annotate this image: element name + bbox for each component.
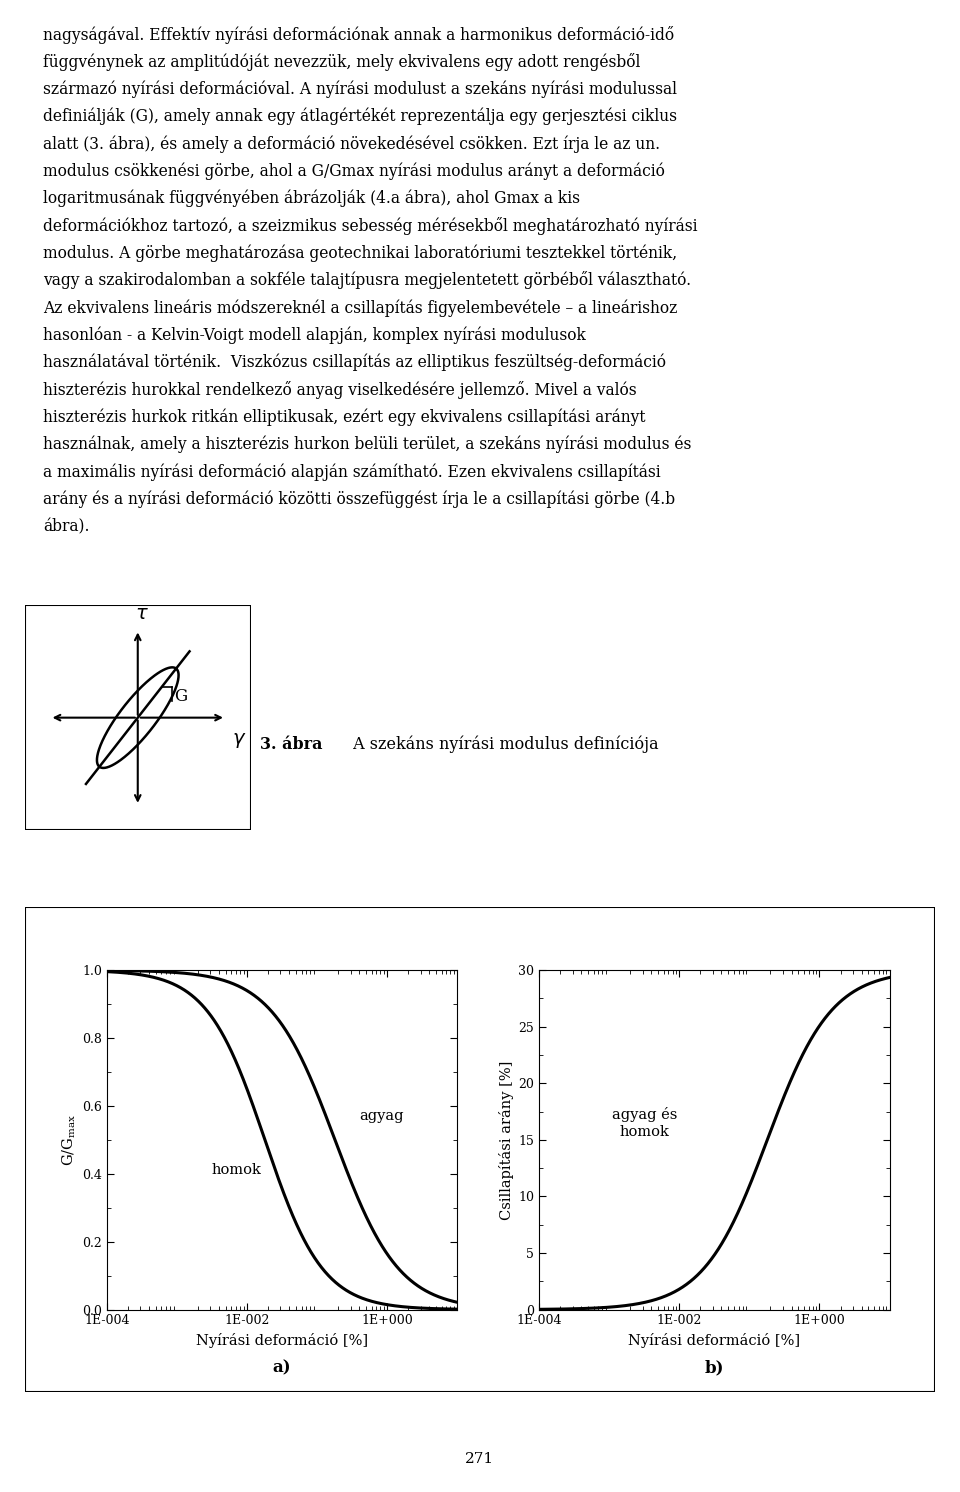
Text: használnak, amely a hiszterézis hurkon belüli terület, a szekáns nyírási modulus: használnak, amely a hiszterézis hurkon b… bbox=[43, 436, 691, 454]
Text: 3. ábra: 3. ábra bbox=[260, 736, 323, 752]
Text: Az ekvivalens lineáris módszereknél a csillapítás figyelembevétele – a lineárish: Az ekvivalens lineáris módszereknél a cs… bbox=[43, 298, 678, 316]
Text: agyag és
homok: agyag és homok bbox=[612, 1107, 677, 1138]
Text: deformációkhoz tartozó, a szeizmikus sebesség mérésekből meghatározható nyírási: deformációkhoz tartozó, a szeizmikus seb… bbox=[43, 216, 698, 234]
Text: arány és a nyírási deformáció közötti összefüggést írja le a csillapítási görbe : arány és a nyírási deformáció közötti ös… bbox=[43, 491, 675, 507]
Text: hasonlóan - a Kelvin-Voigt modell alapján, komplex nyírási modulusok: hasonlóan - a Kelvin-Voigt modell alapjá… bbox=[43, 327, 586, 343]
Text: vagy a szakirodalomban a sokféle talajtípusra megjelentetett görbéből választhat: vagy a szakirodalomban a sokféle talajtí… bbox=[43, 272, 691, 289]
Text: ábra).: ábra). bbox=[43, 518, 89, 536]
Text: hiszterézis hurkok ritkán elliptikusak, ezért egy ekvivalens csillapítási arányt: hiszterézis hurkok ritkán elliptikusak, … bbox=[43, 409, 646, 425]
Text: a maximális nyírási deformáció alapján számítható. Ezen ekvivalens csillapítási: a maximális nyírási deformáció alapján s… bbox=[43, 463, 660, 480]
Text: hiszterézis hurokkal rendelkező anyag viselkedésére jellemző. Mivel a valós: hiszterézis hurokkal rendelkező anyag vi… bbox=[43, 380, 636, 398]
Text: alatt (3. ábra), és amely a deformáció növekedésével csökken. Ezt írja le az un.: alatt (3. ábra), és amely a deformáció n… bbox=[43, 136, 660, 152]
Text: modulus. A görbe meghatározása geotechnikai laboratóriumi tesztekkel történik,: modulus. A görbe meghatározása geotechni… bbox=[43, 245, 678, 263]
Text: származó nyírási deformációval. A nyírási modulust a szekáns nyírási modulussal: származó nyírási deformációval. A nyírás… bbox=[43, 81, 677, 98]
Text: $\gamma$: $\gamma$ bbox=[232, 731, 247, 749]
Text: használatával történik.  Viszkózus csillapítás az elliptikus feszültség-deformác: használatával történik. Viszkózus csilla… bbox=[43, 354, 666, 372]
Text: modulus csökkenési görbe, ahol a G/Gmax nyírási modulus arányt a deformáció: modulus csökkenési görbe, ahol a G/Gmax … bbox=[43, 163, 665, 181]
Text: a): a) bbox=[273, 1359, 292, 1376]
Text: definiálják (G), amely annak egy átlagértékét reprezentálja egy gerjesztési cikl: definiálják (G), amely annak egy átlagér… bbox=[43, 107, 677, 125]
Y-axis label: Csillapítási arány [%]: Csillapítási arány [%] bbox=[499, 1061, 515, 1219]
X-axis label: Nyírási deformáció [%]: Nyírási deformáció [%] bbox=[628, 1332, 801, 1347]
X-axis label: Nyírási deformáció [%]: Nyírási deformáció [%] bbox=[196, 1332, 368, 1347]
Text: homok: homok bbox=[212, 1162, 262, 1177]
Text: 271: 271 bbox=[466, 1452, 494, 1467]
Text: nagyságával. Effektív nyírási deformációnak annak a harmonikus deformáció-idő: nagyságával. Effektív nyírási deformáció… bbox=[43, 25, 674, 43]
Text: A szekáns nyírási modulus definíciója: A szekáns nyírási modulus definíciója bbox=[348, 736, 659, 753]
Text: b): b) bbox=[705, 1359, 724, 1376]
Text: $\tau$: $\tau$ bbox=[135, 606, 149, 624]
Text: logaritmusának függvényében ábrázolják (4.a ábra), ahol Gmax a kis: logaritmusának függvényében ábrázolják (… bbox=[43, 189, 580, 207]
Y-axis label: G/G$_{\mathregular{max}}$: G/G$_{\mathregular{max}}$ bbox=[60, 1115, 78, 1165]
Text: agyag: agyag bbox=[359, 1109, 403, 1122]
Text: G: G bbox=[175, 688, 187, 706]
Text: függvénynek az amplitúdóját nevezzük, mely ekvivalens egy adott rengésből: függvénynek az amplitúdóját nevezzük, me… bbox=[43, 52, 640, 72]
